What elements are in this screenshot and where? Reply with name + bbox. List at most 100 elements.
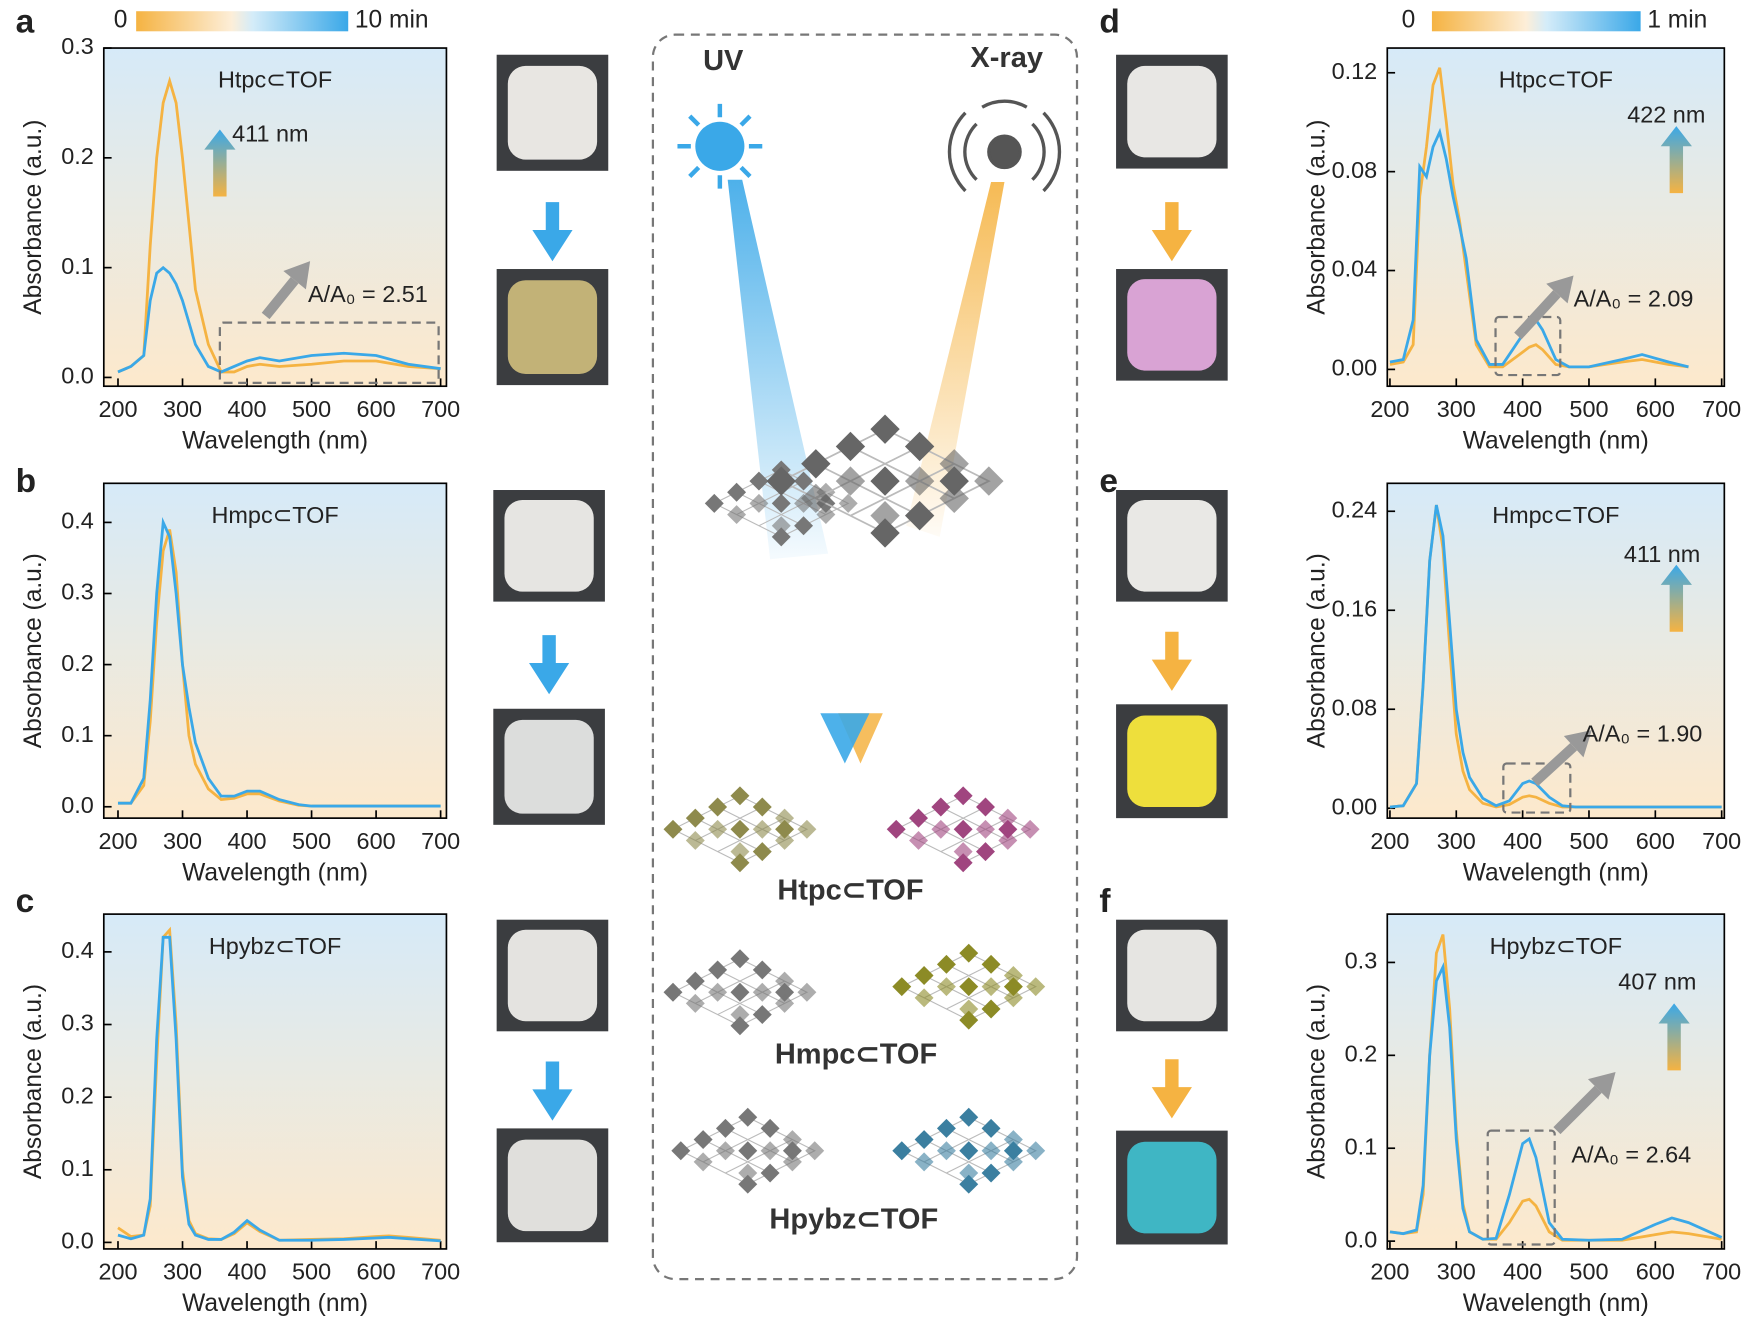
y-tick-label: 0.0 bbox=[1345, 1226, 1378, 1252]
photo bbox=[1116, 490, 1228, 602]
y-tick-label: 0.0 bbox=[61, 363, 94, 389]
chart: 0.0 0.1 0.2 0.3 0.4 200 300 400 500 600 700 Hpybz⊂T… bbox=[16, 883, 461, 1317]
x-tick-label: 400 bbox=[227, 396, 266, 422]
y-axis-label: Absorbance (a.u.) bbox=[1304, 120, 1331, 315]
data-line bbox=[117, 76, 441, 374]
chart: 0.00 0.04 0.08 0.12 200 300 400 500 600 700 Htpc⊂T… bbox=[1099, 3, 1741, 454]
x-axis-label: Wavelength (nm) bbox=[1463, 1290, 1649, 1317]
data-line bbox=[117, 935, 441, 1243]
data-line bbox=[117, 516, 441, 808]
panel-letter: f bbox=[1099, 883, 1111, 920]
x-tick-label: 700 bbox=[421, 396, 460, 422]
plot-frame bbox=[1386, 913, 1726, 1250]
lattice bbox=[670, 1107, 825, 1195]
y-tick-label: 0.12 bbox=[1332, 58, 1378, 84]
arrow bbox=[532, 1061, 573, 1121]
plot-background bbox=[103, 48, 447, 387]
arrow bbox=[529, 635, 570, 695]
x-tick-label: 200 bbox=[1370, 828, 1409, 854]
photo bbox=[1116, 269, 1228, 381]
lattice bbox=[662, 785, 817, 873]
x-tick-label: 300 bbox=[163, 828, 202, 854]
x-tick-label: 400 bbox=[1503, 396, 1542, 422]
inset-arrow bbox=[1553, 1085, 1602, 1135]
trend-arrow bbox=[204, 129, 236, 197]
x-tick-label: 600 bbox=[357, 396, 396, 422]
x-tick-label: 300 bbox=[1437, 396, 1476, 422]
x-tick-label: 400 bbox=[227, 828, 266, 854]
arrow bbox=[1151, 631, 1192, 691]
inset-arrow-head bbox=[1563, 730, 1592, 758]
trend-arrow bbox=[1660, 564, 1692, 632]
y-axis-label: Absorbance (a.u.) bbox=[20, 984, 47, 1179]
x-tick-label: 500 bbox=[1569, 1259, 1608, 1285]
x-tick-label: 200 bbox=[98, 828, 137, 854]
x-tick-label: 200 bbox=[98, 396, 137, 422]
x-tick-label: 600 bbox=[357, 1259, 396, 1285]
x-tick-label: 600 bbox=[1636, 1259, 1675, 1285]
photo bbox=[493, 708, 605, 825]
chart-title: Htpc⊂TOF bbox=[218, 67, 332, 93]
x-tick-label: 700 bbox=[1702, 828, 1741, 854]
y-tick-label: 0.3 bbox=[1345, 948, 1378, 974]
compound-label: Hpybz⊂TOF bbox=[769, 1204, 938, 1236]
x-tick-label: 500 bbox=[1569, 828, 1608, 854]
lattice bbox=[886, 785, 1041, 873]
inset-arrow-head bbox=[1587, 1071, 1616, 1100]
inset-arrow-head bbox=[283, 261, 311, 290]
legend-label: 0 bbox=[114, 7, 128, 34]
x-tick-label: 300 bbox=[1437, 1259, 1476, 1285]
x-axis-label: Wavelength (nm) bbox=[1463, 859, 1649, 886]
y-tick-label: 0.16 bbox=[1332, 595, 1378, 621]
panel-letter: d bbox=[1099, 3, 1119, 40]
chart-title: Htpc⊂TOF bbox=[1499, 67, 1613, 93]
x-axis-label: Wavelength (nm) bbox=[182, 859, 368, 886]
inset-arrow bbox=[1514, 290, 1561, 340]
y-tick-label: 0.3 bbox=[61, 33, 94, 59]
annotation: 422 nm bbox=[1627, 101, 1705, 127]
panel-letter: e bbox=[1099, 463, 1118, 500]
data-line bbox=[1389, 127, 1689, 369]
y-axis-label: Absorbance (a.u.) bbox=[1304, 984, 1331, 1179]
photo bbox=[493, 490, 605, 602]
chart: 0.0 0.1 0.2 0.3 0.4 200 300 400 500 600 700 Hmpc⊂TO… bbox=[16, 463, 461, 886]
plot-frame bbox=[1386, 47, 1726, 388]
schematic: UV X-ray Htpc⊂TOF Hmpc⊂TOF Hpybz⊂TOF bbox=[651, 33, 1079, 1281]
y-tick-label: 0.3 bbox=[61, 579, 94, 605]
plot-frame bbox=[102, 482, 448, 819]
x-tick-label: 700 bbox=[1702, 396, 1741, 422]
x-tick-label: 700 bbox=[421, 1259, 460, 1285]
legend-label: 10 min bbox=[355, 7, 429, 34]
x-tick-label: 400 bbox=[1503, 828, 1542, 854]
y-tick-label: 0.04 bbox=[1332, 256, 1378, 282]
x-tick-label: 200 bbox=[1370, 1259, 1409, 1285]
y-tick-label: 0.4 bbox=[61, 937, 94, 963]
y-tick-label: 0.2 bbox=[61, 143, 94, 169]
photo-arrows bbox=[529, 202, 1192, 1121]
photo bbox=[1116, 919, 1228, 1032]
legend-label: 1 min bbox=[1647, 7, 1707, 34]
lattice bbox=[891, 943, 1046, 1031]
charts: 0.0 0.1 0.2 0.3 200 300 400 500 600 700 Htpc⊂TOF Wa… bbox=[16, 3, 1742, 1317]
annotation: 411 nm bbox=[232, 120, 308, 146]
annotation: 407 nm bbox=[1618, 968, 1696, 994]
plot-frame bbox=[102, 913, 448, 1250]
y-tick-label: 0.0 bbox=[61, 1228, 94, 1254]
photo bbox=[1116, 54, 1228, 169]
y-tick-label: 0.24 bbox=[1332, 496, 1378, 522]
x-tick-label: 300 bbox=[163, 1259, 202, 1285]
photo bbox=[1116, 1130, 1228, 1245]
y-tick-label: 0.1 bbox=[61, 253, 94, 279]
y-axis-label: Absorbance (a.u.) bbox=[1304, 553, 1331, 748]
y-tick-label: 0.0 bbox=[61, 792, 94, 818]
data-line bbox=[1389, 504, 1722, 809]
y-tick-label: 0.2 bbox=[61, 650, 94, 676]
x-tick-label: 600 bbox=[1636, 396, 1675, 422]
photos bbox=[493, 54, 1228, 1245]
chart-title: Hpybz⊂TOF bbox=[1490, 933, 1622, 959]
plot-frame bbox=[102, 47, 448, 388]
photo bbox=[1116, 704, 1228, 819]
trend-arrow bbox=[1658, 1003, 1690, 1071]
